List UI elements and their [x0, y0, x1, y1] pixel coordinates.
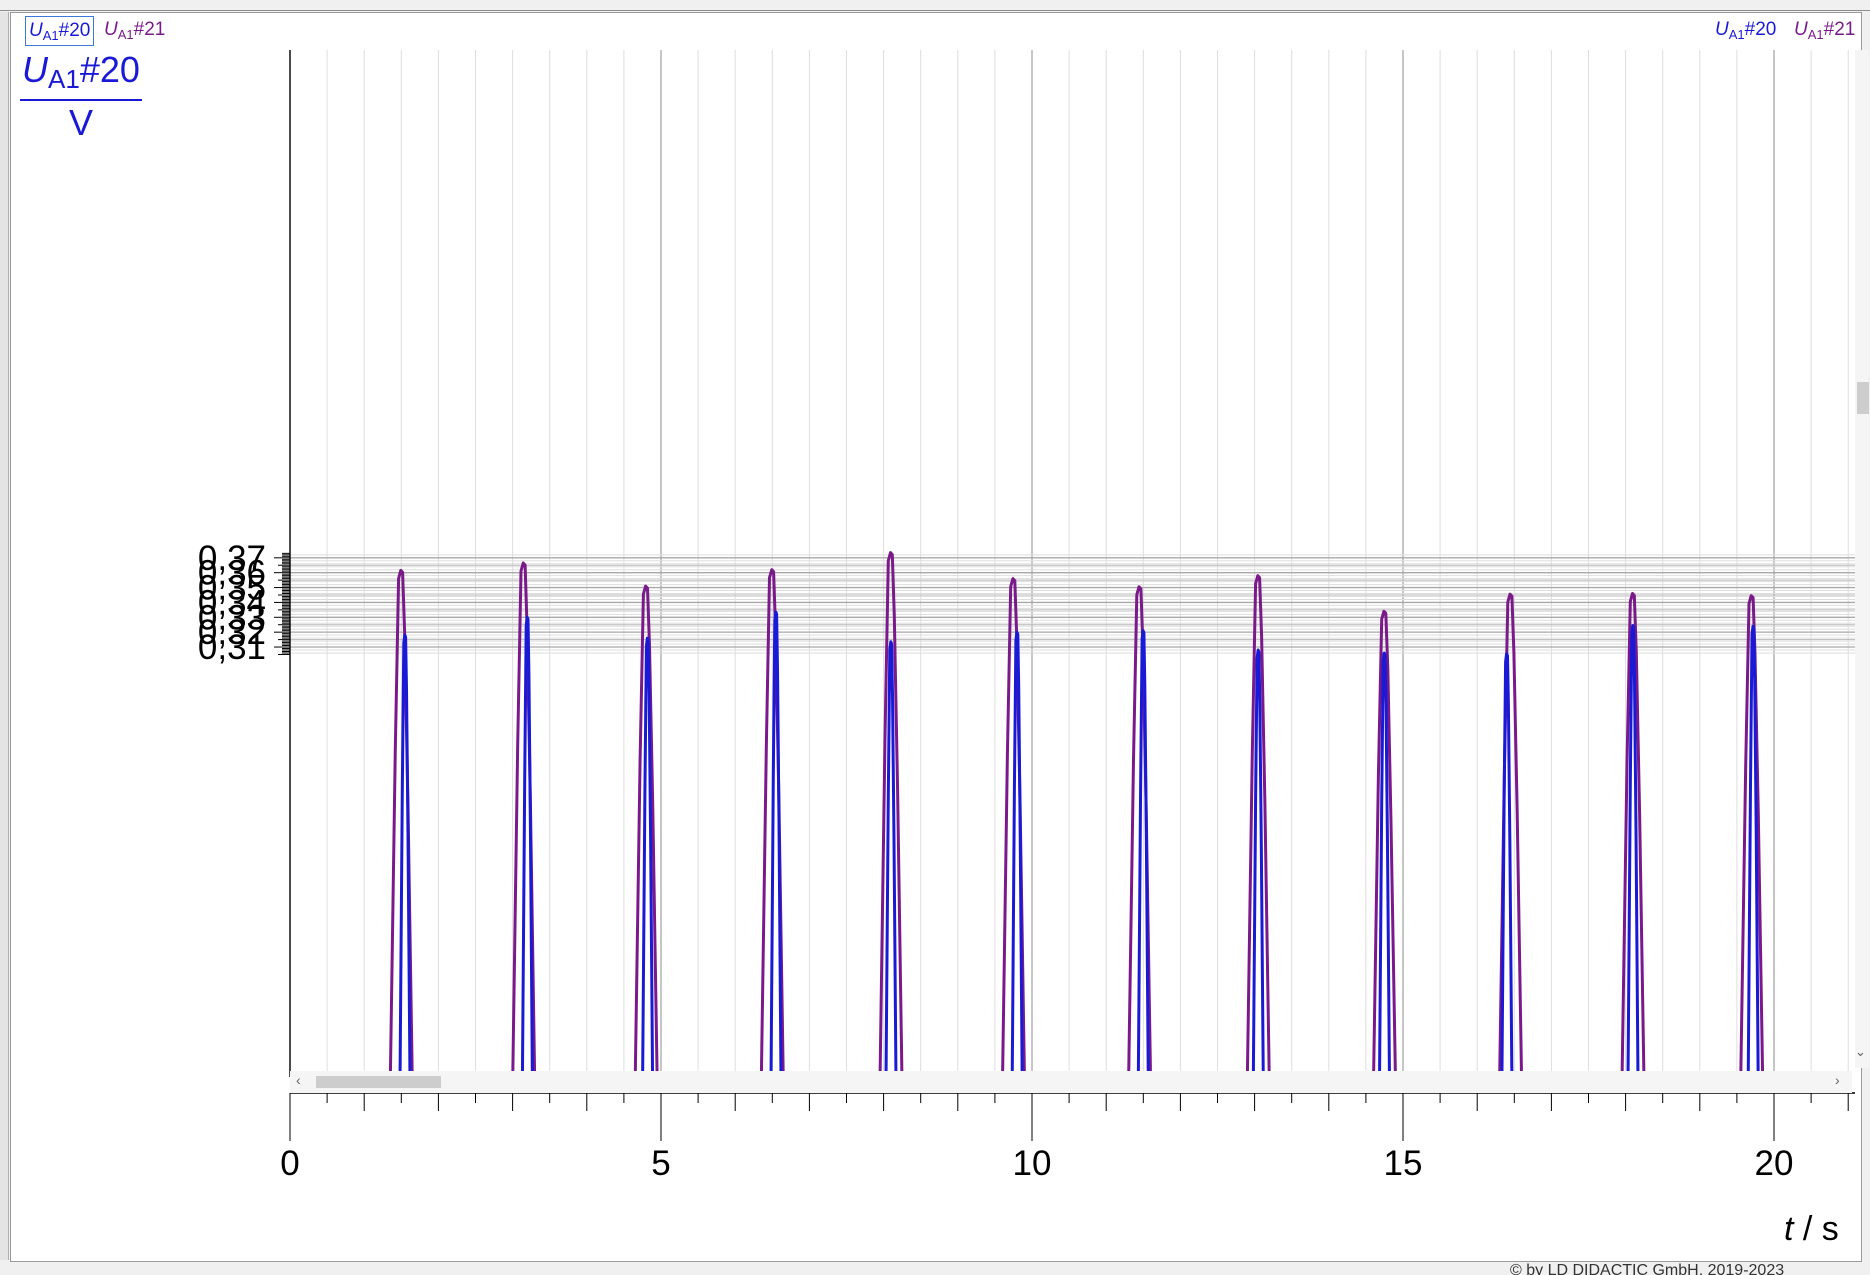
x-axis-unit: / s: [1793, 1210, 1839, 1248]
legend-series-20-selected[interactable]: UA1#20: [25, 16, 95, 46]
series-peak: [1739, 594, 1765, 1071]
series-peak: [1245, 574, 1271, 1071]
y-axis-unit: V: [68, 102, 93, 143]
legend-subscript: A1: [1807, 27, 1824, 42]
window-top-border: [0, 10, 1870, 11]
legend-suffix: #21: [1823, 19, 1856, 40]
y-tick-label: 0,37: [198, 539, 266, 578]
series-peak: [878, 551, 904, 1071]
legend-suffix: #20: [1744, 19, 1777, 40]
horizontal-scrollbar[interactable]: ‹ ›: [290, 1071, 1852, 1093]
legend-symbol: U: [104, 19, 118, 40]
series-peak: [1251, 648, 1265, 1071]
y-axis-suffix: #20: [79, 49, 140, 90]
legend-symbol: U: [29, 20, 43, 41]
x-tick-label: 5: [651, 1144, 670, 1183]
y-tick-label: 0,36: [198, 554, 266, 593]
series-peak: [1620, 592, 1646, 1071]
scroll-left-arrow-icon[interactable]: ‹: [296, 1072, 301, 1088]
series-peak: [1136, 629, 1150, 1071]
series-peak: [398, 633, 412, 1071]
horizontal-scroll-thumb[interactable]: [316, 1076, 441, 1088]
y-axis-subscript: A1: [48, 64, 80, 94]
series-peak: [1626, 624, 1640, 1071]
copyright-text: © by LD DIDACTIC GmbH, 2019-2023: [1510, 1262, 1785, 1275]
series-peak: [1500, 652, 1514, 1071]
legend-subscript: A1: [42, 28, 59, 43]
legend-right-series-21[interactable]: UA1#21: [1794, 15, 1855, 45]
vertical-scrollbar[interactable]: ⌄: [1855, 50, 1869, 1068]
x-tick-label: 0: [280, 1144, 299, 1183]
series-peak: [520, 615, 534, 1071]
legend-subscript: A1: [1728, 27, 1745, 42]
x-axis-symbol: t: [1784, 1210, 1794, 1248]
y-tick-label: 0,35: [198, 569, 266, 608]
legend-suffix: #21: [133, 19, 166, 40]
y-axis-symbol: U: [22, 49, 49, 90]
x-axis-label[interactable]: t / s: [1784, 1210, 1839, 1249]
legend-right-series-20[interactable]: UA1#20: [1715, 15, 1776, 45]
series-peak: [1372, 609, 1397, 1071]
x-tick-label: 15: [1384, 1144, 1423, 1183]
legend-symbol: U: [1794, 19, 1808, 40]
x-tick-label: 10: [1013, 1144, 1052, 1183]
series-peak: [641, 636, 655, 1071]
legend-symbol: U: [1715, 19, 1729, 40]
y-tick-label: 0,33: [198, 598, 266, 637]
scroll-right-arrow-icon[interactable]: ›: [1835, 1072, 1840, 1088]
series-peak: [633, 584, 659, 1071]
y-axis-label-numerator: UA1#20: [20, 50, 142, 101]
y-tick-label: 0,31: [198, 628, 266, 667]
x-tick-label: 20: [1755, 1144, 1794, 1183]
series-peak: [769, 610, 783, 1071]
legend-subscript: A1: [117, 27, 134, 42]
vertical-scroll-thumb[interactable]: [1857, 382, 1869, 414]
series-peak: [1378, 651, 1391, 1071]
series-20-line: [398, 610, 1760, 1071]
series-peak: [1010, 630, 1024, 1071]
window-left-edge: [0, 12, 9, 1260]
y-axis-label[interactable]: UA1#20 V: [14, 50, 148, 143]
series-peak: [1746, 624, 1760, 1071]
scroll-down-arrow-icon[interactable]: ⌄: [1855, 1044, 1866, 1059]
series-peak: [884, 640, 898, 1071]
chart-frame: [10, 12, 1862, 1262]
legend-suffix: #20: [58, 20, 91, 41]
y-tick-label: 0,32: [198, 613, 266, 652]
y-tick-label: 0,34: [198, 583, 266, 622]
legend-series-21[interactable]: UA1#21: [104, 15, 165, 45]
